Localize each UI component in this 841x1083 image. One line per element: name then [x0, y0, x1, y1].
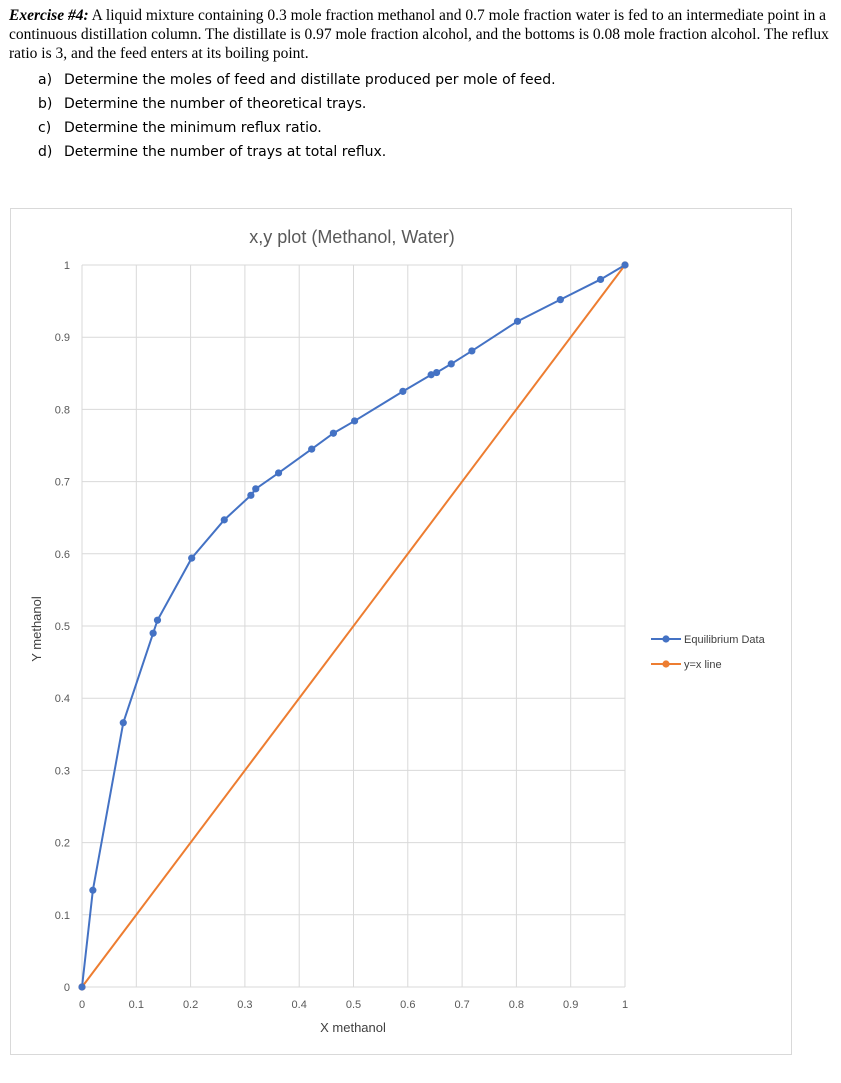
question-letter: a)	[38, 72, 53, 88]
data-point-equilibrium	[274, 469, 283, 477]
x-tick-label: 0.1	[129, 999, 144, 1011]
problem-text: A liquid mixture containing 0.3 mole fra…	[9, 7, 829, 62]
data-point-equilibrium	[621, 261, 629, 269]
question-text: Determine the number of trays at total r…	[64, 144, 387, 160]
data-point-equilibrium	[432, 368, 441, 377]
question-a: a) Determine the moles of feed and distil…	[38, 70, 556, 94]
data-point-equilibrium	[350, 417, 359, 425]
y-tick-label: 0.4	[55, 693, 70, 705]
data-point-equilibrium	[556, 296, 564, 304]
data-point-equilibrium	[399, 387, 407, 395]
question-letter: d)	[38, 144, 53, 160]
data-point-equilibrium	[252, 485, 260, 493]
series-line-yx	[81, 264, 626, 988]
series-line-equilibrium	[81, 264, 626, 988]
y-tick-label: 0.6	[55, 549, 70, 561]
data-point-equilibrium	[513, 317, 522, 325]
legend-marker-yx	[662, 660, 670, 668]
y-tick-labels: 0 0.1 0.2 0.3 0.4 0.5 0.6 0.7 0.8 0.9 1	[55, 260, 70, 994]
data-point-equilibrium	[427, 371, 435, 379]
xy-chart: 0 0.1 0.2 0.3 0.4 0.5 0.6 0.7 0.8 0.9 1 0 0.1 0.2 0.3…	[29, 227, 766, 1035]
data-point-equilibrium	[153, 616, 162, 624]
y-tick-label: 0.8	[55, 404, 70, 416]
data-point-equilibrium	[119, 719, 127, 727]
legend-marker-equilibrium	[662, 635, 670, 643]
y-tick-label: 1	[64, 260, 70, 272]
legend-label-yx: y=x line	[684, 659, 722, 671]
x-tick-label: 0.8	[509, 999, 524, 1011]
y-tick-label: 0.9	[55, 332, 70, 344]
x-tick-label: 0.2	[183, 999, 198, 1011]
question-c: c) Determine the minimum reflux ratio.	[38, 118, 556, 142]
x-tick-label: 0	[79, 999, 85, 1011]
chart-legend: Equilibrium Data y=x line	[651, 634, 766, 671]
data-point-equilibrium	[447, 360, 455, 368]
question-letter: b)	[38, 96, 53, 112]
y-tick-label: 0.3	[55, 765, 70, 777]
x-tick-label: 0.4	[292, 999, 307, 1011]
question-letter: c)	[38, 120, 52, 136]
data-point-equilibrium	[220, 516, 228, 524]
data-point-equilibrium	[89, 886, 97, 894]
question-d: d) Determine the number of trays at total…	[38, 142, 556, 166]
data-point-equilibrium	[78, 983, 86, 991]
data-point-equilibrium	[188, 554, 196, 562]
question-text: Determine the minimum reflux ratio.	[64, 120, 322, 136]
legend-label-equilibrium: Equilibrium Data	[684, 634, 766, 646]
exercise-label: Exercise #4:	[9, 7, 89, 24]
y-tick-label: 0.5	[55, 621, 70, 633]
data-point-equilibrium	[308, 445, 316, 453]
question-b: b) Determine the number of theoretical tr…	[38, 94, 556, 118]
question-text: Determine the number of theoretical tray…	[64, 96, 367, 112]
x-tick-label: 0.5	[346, 999, 361, 1011]
chart-series	[78, 261, 629, 991]
chart-frame: 0 0.1 0.2 0.3 0.4 0.5 0.6 0.7 0.8 0.9 1 0 0.1 0.2 0.3…	[10, 208, 792, 1055]
y-tick-label: 0	[64, 982, 70, 994]
x-tick-label: 0.9	[563, 999, 578, 1011]
x-tick-label: 0.6	[400, 999, 415, 1011]
x-tick-label: 1	[622, 999, 628, 1011]
chart-title: x,y plot (Methanol, Water)	[249, 227, 454, 247]
data-point-equilibrium	[468, 347, 476, 355]
x-tick-labels: 0 0.1 0.2 0.3 0.4 0.5 0.6 0.7 0.8 0.9 1	[79, 999, 628, 1011]
question-list: a) Determine the moles of feed and distil…	[38, 70, 556, 166]
x-tick-label: 0.3	[237, 999, 252, 1011]
data-point-equilibrium	[247, 491, 255, 499]
data-point-equilibrium	[329, 429, 338, 437]
data-point-equilibrium	[149, 629, 157, 637]
y-tick-label: 0.1	[55, 910, 70, 922]
question-text: Determine the moles of feed and distilla…	[64, 72, 556, 88]
data-point-equilibrium	[596, 275, 605, 284]
x-axis-label: X methanol	[320, 1020, 386, 1035]
x-tick-label: 0.7	[454, 999, 469, 1011]
y-tick-label: 0.2	[55, 838, 70, 850]
y-tick-label: 0.7	[55, 477, 70, 489]
y-axis-label: Y methanol	[29, 596, 44, 662]
problem-statement: Exercise #4: A liquid mixture containing…	[9, 6, 834, 63]
